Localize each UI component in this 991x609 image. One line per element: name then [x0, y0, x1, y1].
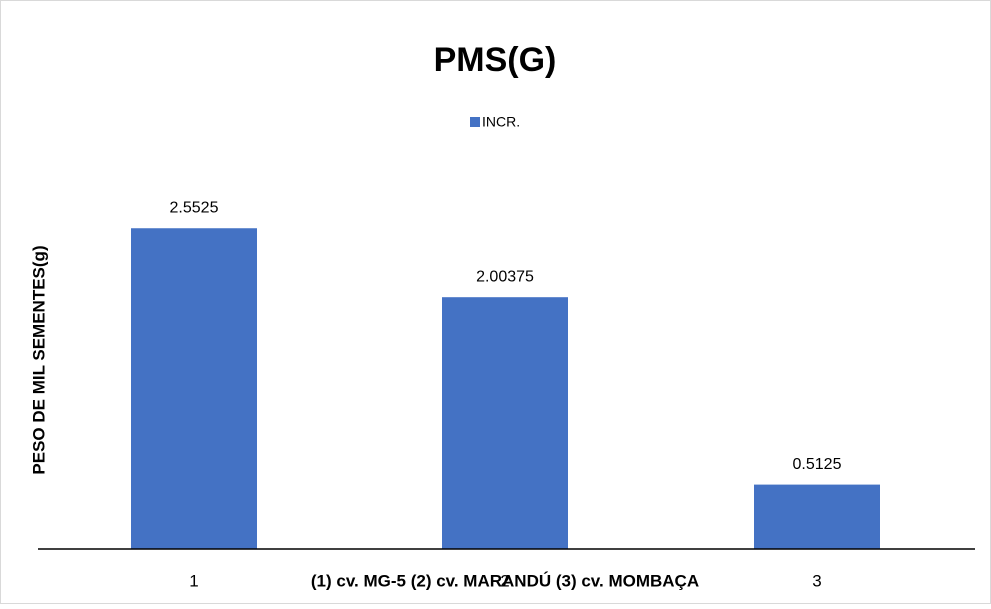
data-label: 2.5525 [170, 199, 219, 216]
bar [442, 297, 568, 549]
x-tick-label: 2 [500, 571, 509, 590]
x-tick-label: 1 [189, 571, 198, 590]
x-axis-title: (1) cv. MG-5 (2) cv. MARANDÚ (3) cv. MOM… [311, 571, 699, 590]
data-label: 0.5125 [793, 456, 842, 473]
legend-swatch [470, 117, 480, 127]
bar [131, 228, 257, 549]
chart-title: PMS(G) [434, 41, 557, 79]
bar [754, 484, 880, 549]
data-label: 2.00375 [476, 268, 534, 285]
x-tick-label: 3 [812, 571, 821, 590]
legend-label: INCR. [482, 114, 520, 130]
y-axis-title: PESO DE MIL SEMENTES(g) [29, 245, 48, 474]
